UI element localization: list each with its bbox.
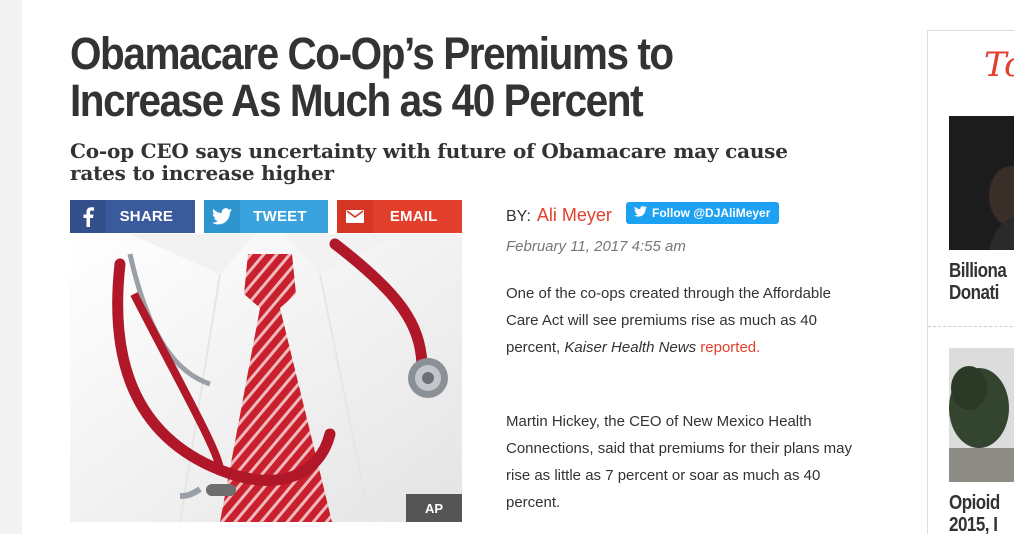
source-name: Kaiser Health News	[564, 339, 697, 356]
page-margin	[0, 0, 22, 534]
sidebar-title-line: 2015, I	[949, 514, 998, 534]
publish-date: February 11, 2017 4:55 am	[506, 238, 686, 255]
sidebar-divider	[928, 326, 1014, 327]
source-link[interactable]: reported.	[700, 339, 761, 356]
twitter-icon	[203, 200, 240, 233]
twitter-share-label: TWEET	[253, 208, 307, 225]
paragraph-text: Martin Hickey, the CEO of New Mexico Hea…	[506, 413, 852, 511]
twitter-icon	[634, 206, 647, 220]
byline-prefix: BY:	[506, 208, 531, 225]
article-subhead: Co-op CEO says uncertainty with future o…	[70, 139, 788, 185]
sidebar-thumbnail[interactable]	[949, 348, 1014, 482]
article-paragraph: One of the co-ops created through the Af…	[506, 280, 866, 361]
email-share-label: EMAIL	[389, 208, 438, 225]
facebook-share-button[interactable]: SHARE	[70, 200, 195, 233]
envelope-icon	[337, 200, 374, 233]
article-photo: AP	[70, 234, 462, 522]
sidebar-item-title[interactable]: Opioid 2015, I	[949, 492, 1000, 534]
trending-sidebar: To Billiona Donati Opioid 2015, I	[927, 30, 1014, 534]
twitter-share-button[interactable]: TWEET	[203, 200, 329, 233]
sidebar-thumbnail[interactable]	[949, 116, 1014, 250]
article-headline: Obamacare Co-Op’s Premiums to Increase A…	[70, 28, 674, 126]
sidebar-title-line: Donati	[949, 282, 999, 304]
share-bar: SHARE TWEET EMAIL	[70, 200, 463, 233]
twitter-follow-button[interactable]: Follow @DJAliMeyer	[626, 202, 780, 224]
follow-label: Follow @DJAliMeyer	[652, 206, 771, 220]
sidebar-header: To	[928, 30, 1014, 96]
paragraph-text: One of the co-ops created through the Af…	[506, 285, 831, 356]
sidebar-title-line: Billiona	[949, 260, 1007, 282]
byline: BY: Ali Meyer	[506, 205, 612, 226]
sidebar-item-title[interactable]: Billiona Donati	[949, 260, 1007, 304]
facebook-share-label: SHARE	[119, 208, 174, 225]
author-link[interactable]: Ali Meyer	[536, 205, 612, 225]
email-share-button[interactable]: EMAIL	[337, 200, 463, 233]
sidebar-title-line: Opioid	[949, 492, 1000, 514]
article-paragraph: Martin Hickey, the CEO of New Mexico Hea…	[506, 408, 866, 516]
photo-credit: AP	[406, 494, 462, 522]
facebook-icon	[70, 200, 106, 233]
